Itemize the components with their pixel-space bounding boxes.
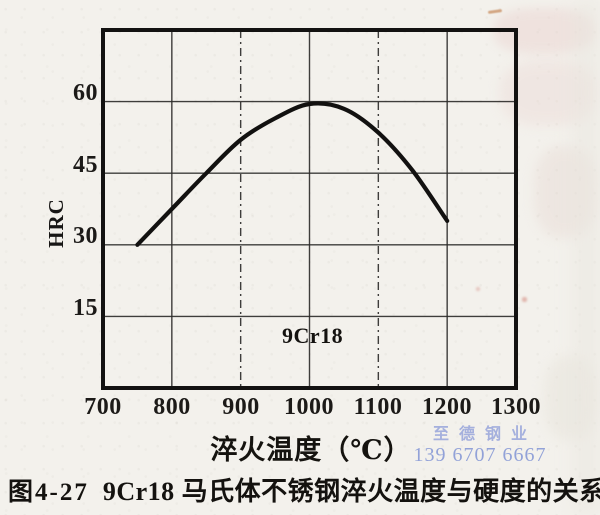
x-tick-label: 1100 — [353, 394, 403, 420]
y-tick-label: 45 — [73, 152, 98, 178]
figure-caption-text: 9Cr18 马氏体不锈钢淬火温度与硬度的关系 — [102, 477, 600, 506]
x-axis-title: 淬火温度（℃） — [210, 435, 412, 465]
scan-stain — [572, 0, 600, 515]
plot-frame — [101, 28, 518, 390]
x-tick-label: 1200 — [422, 394, 472, 420]
scan-stain — [534, 146, 596, 238]
watermark-company: 至德钢业 — [432, 426, 537, 443]
scan-mark — [487, 9, 503, 14]
y-tick-label: 15 — [73, 295, 98, 321]
plot-area — [101, 28, 518, 390]
curve-9Cr18 — [135, 101, 450, 247]
series-label: 9Cr18 — [282, 323, 344, 348]
watermark: 至德钢业 139 6707 6667 — [402, 426, 558, 467]
x-tick-label: 700 — [84, 394, 122, 420]
x-tick-label: 1000 — [284, 394, 334, 420]
y-tick-label: 30 — [73, 223, 98, 249]
x-tick-label: 900 — [222, 394, 260, 420]
figure-number: 图4-27 — [8, 479, 89, 506]
scan-speck — [522, 297, 527, 302]
figure-caption: 图4-27 9Cr18 马氏体不锈钢淬火温度与硬度的关系 — [8, 471, 600, 508]
y-tick-label: 60 — [73, 80, 98, 106]
watermark-phone: 139 6707 6667 — [413, 444, 547, 467]
y-axis-title: HRC — [44, 198, 68, 248]
x-tick-label: 1300 — [491, 394, 541, 420]
scan-stain — [544, 356, 596, 440]
x-tick-label: 800 — [153, 394, 191, 420]
